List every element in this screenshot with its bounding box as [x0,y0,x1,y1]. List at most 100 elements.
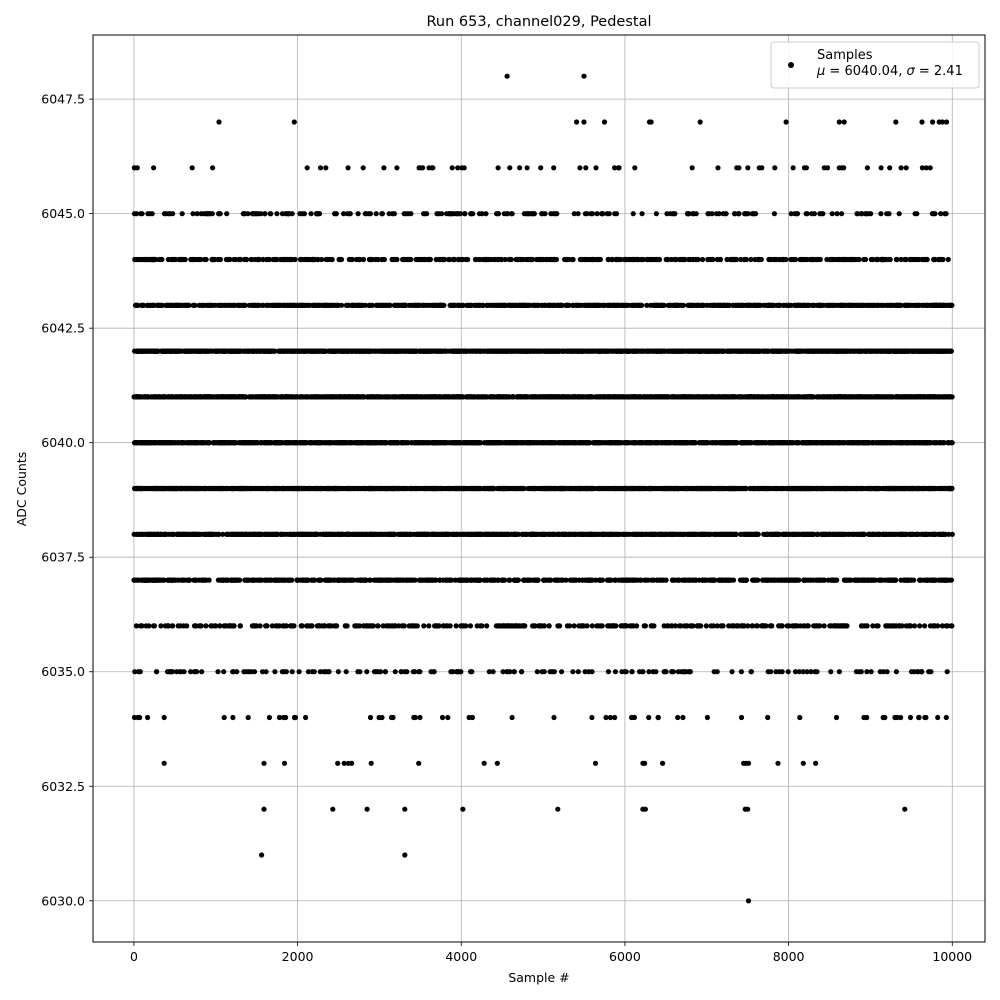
data-point [481,485,487,492]
data-point [192,485,198,492]
data-point [311,485,317,492]
data-point [272,394,278,400]
data-point [945,440,951,446]
data-point [836,394,842,400]
data-point [779,485,785,492]
data-point [249,394,255,400]
data-point [738,394,744,400]
data-point [488,394,494,400]
data-point [859,394,865,400]
data-point [534,485,541,492]
data-point [384,440,390,446]
data-point [872,485,878,492]
data-point [730,485,736,492]
data-point [475,394,481,400]
data-point [743,485,749,492]
data-point [452,485,458,492]
data-point [577,394,583,400]
data-point [595,394,601,400]
data-point [806,485,812,492]
data-point [289,394,295,400]
data-point [427,485,434,492]
data-point [581,440,587,446]
data-point [452,440,458,446]
data-point [266,485,272,492]
data-point [596,485,603,492]
data-point [785,485,791,492]
data-point [392,485,398,492]
data-point [460,485,466,492]
data-point [932,440,938,446]
data-point [610,440,616,446]
data-point [542,485,549,492]
data-point [325,394,331,400]
data-point [383,394,389,400]
data-point [214,485,220,492]
data-point [688,485,695,492]
data-point [364,394,370,400]
data-point [525,394,531,400]
data-point [808,394,814,400]
data-point [764,394,770,400]
data-point [504,440,510,446]
data-point [866,394,872,400]
data-point [944,394,950,400]
data-point [181,394,187,400]
data-point [248,440,254,446]
data-point [284,440,290,446]
data-point [206,485,212,492]
data-point [497,440,503,446]
data-point [932,485,938,492]
data-point [519,485,525,492]
data-point [801,394,807,400]
data-point [949,485,955,492]
data-point [431,440,437,446]
data-point [154,485,160,492]
data-point [621,485,627,492]
data-point [759,440,765,446]
data-point [742,394,749,400]
data-point [534,394,540,400]
data-point [247,485,253,492]
data-point [408,394,414,400]
data-point [175,394,181,400]
data-point [138,485,144,492]
data-point [488,440,494,446]
data-point [591,440,597,446]
data-point [159,485,165,492]
data-point [587,394,593,400]
data-point [225,440,232,446]
data-point [889,485,896,492]
data-point [807,440,813,446]
data-point [305,485,311,492]
data-point [390,394,396,400]
data-point [324,485,330,492]
data-point [835,485,841,492]
data-point [223,485,229,492]
data-point [771,485,777,492]
data-point [850,485,857,492]
data-point [685,440,691,446]
data-point [663,394,669,400]
data-point [202,394,208,400]
data-point [624,440,630,446]
data-point [590,485,596,492]
data-point [518,440,524,446]
data-point [702,394,708,400]
data-point [167,485,173,492]
data-point [300,485,306,492]
data-point [509,485,516,492]
data-point [336,485,342,492]
data-point [751,485,757,492]
data-point [859,485,865,492]
data-point [319,440,325,446]
data-point [896,394,902,400]
data-point [351,440,357,446]
data-point [471,485,477,492]
data-point [637,485,643,492]
data-point [882,394,888,400]
data-point [911,440,917,446]
data-point [429,394,435,400]
data-point [436,394,442,400]
